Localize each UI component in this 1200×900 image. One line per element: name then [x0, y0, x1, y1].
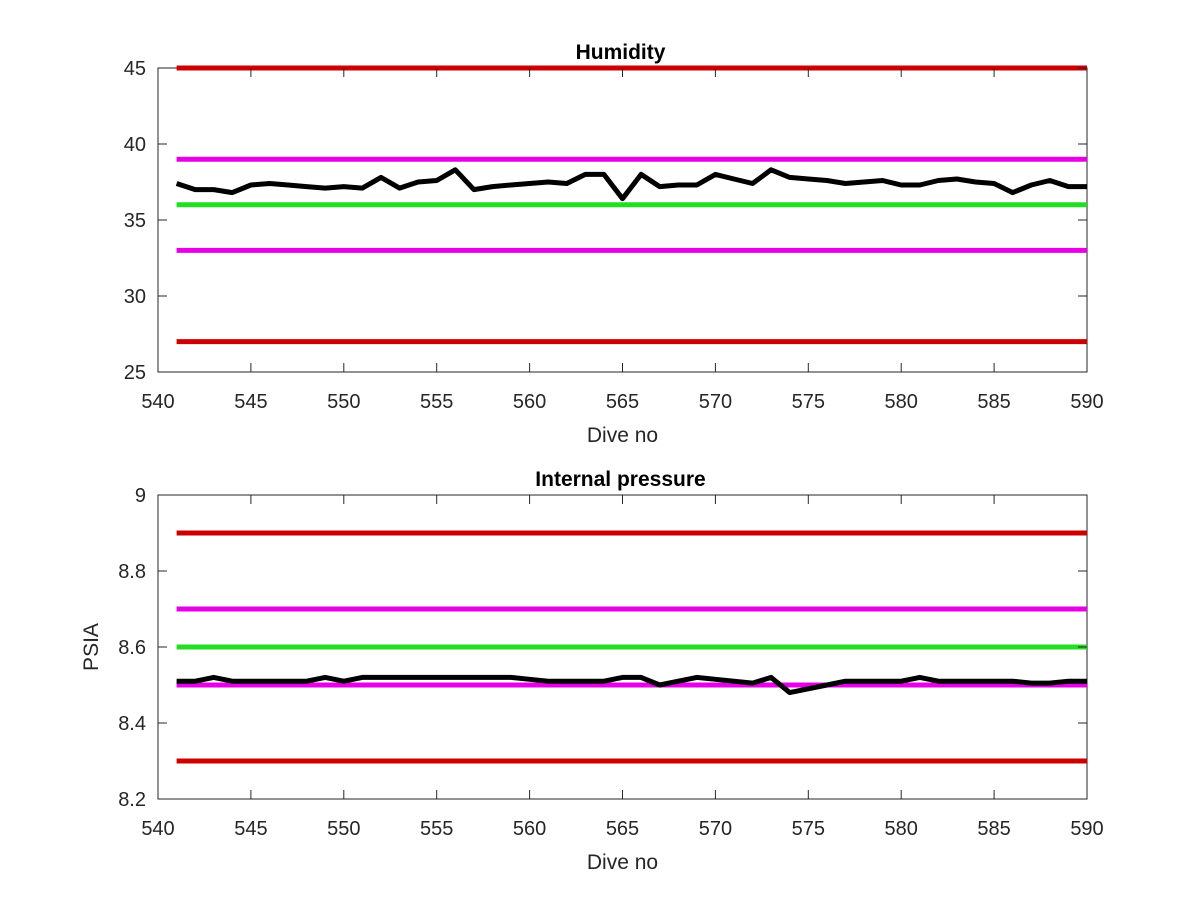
- x-tick-label: 560: [513, 818, 546, 840]
- x-tick-label: 580: [885, 818, 918, 840]
- x-axis-label: Dive no: [587, 424, 658, 447]
- y-tick-label: 8.2: [118, 789, 146, 811]
- x-tick-label: 550: [327, 391, 360, 413]
- y-tick-label: 8.8: [118, 561, 146, 583]
- x-tick-label: 540: [141, 818, 174, 840]
- x-tick-label: 560: [513, 391, 546, 413]
- x-tick-label: 575: [792, 818, 825, 840]
- x-tick-label: 540: [141, 391, 174, 413]
- x-tick-label: 570: [699, 818, 732, 840]
- x-tick-label: 555: [420, 391, 453, 413]
- x-tick-label: 575: [792, 391, 825, 413]
- y-tick-label: 40: [124, 134, 146, 156]
- x-tick-label: 590: [1070, 818, 1103, 840]
- x-tick-label: 570: [699, 391, 732, 413]
- y-tick-label: 9: [135, 485, 146, 507]
- x-tick-label: 585: [977, 818, 1010, 840]
- y-tick-label: 35: [124, 210, 146, 232]
- y-tick-label: 8.6: [118, 637, 146, 659]
- x-tick-label: 550: [327, 818, 360, 840]
- y-tick-label: 8.4: [118, 713, 146, 735]
- x-tick-label: 565: [606, 391, 639, 413]
- x-tick-label: 565: [606, 818, 639, 840]
- x-tick-label: 580: [885, 391, 918, 413]
- x-tick-label: 545: [234, 818, 267, 840]
- x-tick-label: 590: [1070, 391, 1103, 413]
- x-tick-label: 585: [977, 391, 1010, 413]
- x-tick-label: 545: [234, 391, 267, 413]
- y-tick-label: 25: [124, 362, 146, 384]
- series-line: [176, 674, 1087, 696]
- y-tick-label: 30: [124, 286, 146, 308]
- x-axis-label: Dive no: [587, 851, 658, 874]
- series-line: [175, 167, 1087, 202]
- internal-pressure-panel: 540 545 550 555 560 565 570 575 580 585 590 8.2 8.4 8…: [80, 468, 1104, 874]
- chart-title: Internal pressure: [535, 468, 705, 491]
- x-tick-label: 555: [420, 818, 453, 840]
- humidity-panel: 540 545 550 555 560 565 570 575 580 585 590 25 30 35 4…: [124, 41, 1104, 447]
- y-axis-label: PSIA: [80, 623, 103, 671]
- plot-area: [157, 67, 1088, 373]
- y-tick-label: 45: [124, 58, 146, 80]
- chart-title: Humidity: [576, 41, 666, 64]
